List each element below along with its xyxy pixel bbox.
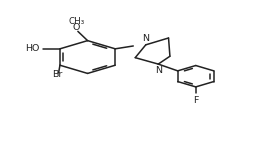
Text: O: O: [73, 23, 80, 32]
Text: F: F: [193, 96, 198, 105]
Text: N: N: [142, 34, 149, 43]
Text: Br: Br: [52, 70, 62, 79]
Text: HO: HO: [25, 44, 39, 53]
Text: CH₃: CH₃: [68, 17, 85, 26]
Text: N: N: [155, 66, 162, 74]
